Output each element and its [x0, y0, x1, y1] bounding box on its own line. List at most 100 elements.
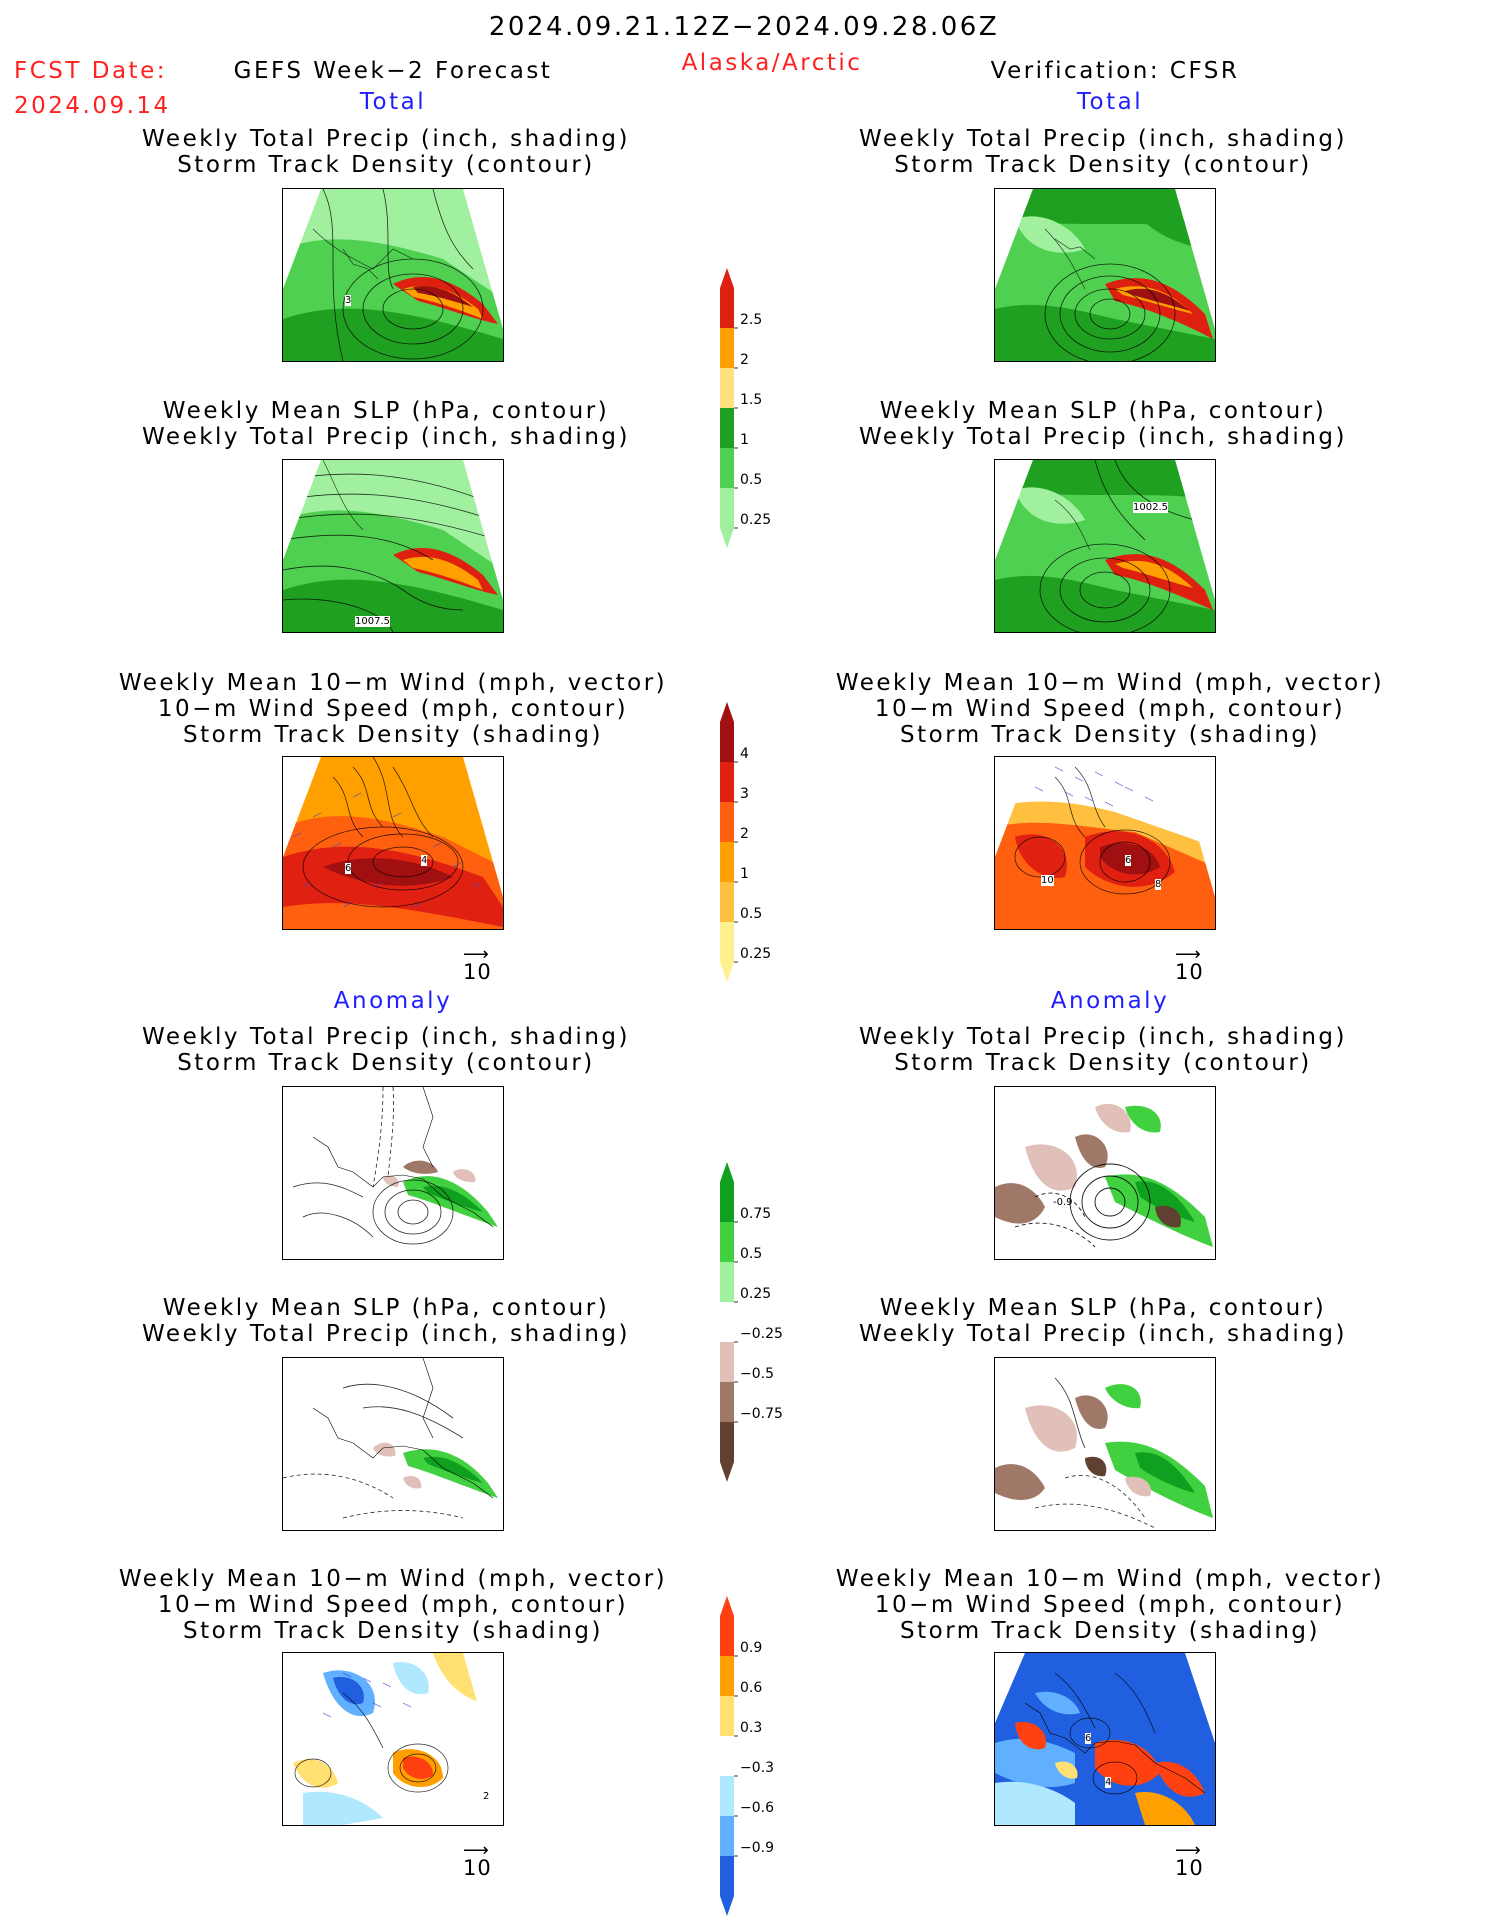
section-total-left: Total	[359, 89, 427, 115]
colorbar-tick-label: −0.6	[740, 1800, 774, 1816]
colorbar-segment	[720, 1382, 734, 1422]
colorbar-segment	[720, 802, 734, 842]
colorbar-graphic: 0.75 0.5 0.25 −0.25 −0.5 −0.75	[720, 1162, 783, 1482]
colorbar-segment	[720, 1736, 734, 1776]
colorbar-tick-label: 0.6	[740, 1680, 762, 1696]
title-fcst-anom-wind-track: Weekly Mean 10−m Wind (mph, vector) 10−m …	[118, 1566, 668, 1644]
colorbar-cap-top	[720, 702, 734, 722]
colorbar-cap-bottom	[720, 528, 734, 548]
contour-label: 10	[1041, 875, 1054, 886]
title-verif-anom-precip-track: Weekly Total Precip (inch, shading) Storm…	[859, 1024, 1347, 1076]
arrow-right-icon: ⟶	[1175, 944, 1202, 965]
colorbar-segment	[720, 1616, 734, 1656]
colorbar-segment	[720, 488, 734, 528]
map-fcst-anom-precip-track	[282, 1086, 504, 1260]
colorbar-tick-label: −0.5	[740, 1366, 774, 1382]
colorbar-tick-label: 2.5	[740, 312, 762, 328]
section-anomaly-left: Anomaly	[333, 988, 453, 1014]
colorbar-cap-top	[720, 1162, 734, 1182]
colorbar-tick-label: −0.9	[740, 1840, 774, 1856]
colorbar-segment	[720, 1776, 734, 1816]
colorbar-tick-label: 0.5	[740, 472, 762, 488]
colorbar-tick-label: 0.25	[740, 512, 771, 528]
colorbar-graphic: 4 3 2 1 0.5 0.25	[720, 702, 771, 982]
title-verif-wind-track: Weekly Mean 10−m Wind (mph, vector) 10−m …	[835, 670, 1385, 748]
vector-key-fcst-anom: ⟶ 10	[463, 1840, 492, 1881]
map-fcst-anom-wind-track: 2	[282, 1652, 504, 1826]
title-fcst-anom-precip-track: Weekly Total Precip (inch, shading) Storm…	[142, 1024, 630, 1076]
colorbar-tick-label: 0.5	[740, 906, 762, 922]
arrow-right-icon: ⟶	[1175, 1840, 1202, 1861]
map-fcst-precip-track: 3	[282, 188, 504, 362]
map-verif-wind-track: 10 6 8	[994, 756, 1216, 930]
forecast-period: 2024.09.21.12Z−2024.09.28.06Z	[488, 12, 1000, 42]
map-verif-anom-wind-track: 6 4	[994, 1652, 1216, 1826]
model-title: GEFS Week−2 Forecast	[233, 58, 553, 84]
colorbar-cap-top	[720, 1596, 734, 1616]
contour-label: 1007.5	[355, 616, 390, 627]
colorbar-segment	[720, 408, 734, 448]
colorbar-segment	[720, 1656, 734, 1696]
colorbar-segment	[720, 1302, 734, 1342]
colorbar-segment	[720, 1182, 734, 1222]
title-fcst-precip-track: Weekly Total Precip (inch, shading) Storm…	[142, 126, 630, 178]
colorbar-tick-label: 3	[740, 786, 749, 802]
vector-key-verif-anom: ⟶ 10	[1175, 1840, 1204, 1881]
colorbar-segment	[720, 1262, 734, 1302]
contour-label: 6	[345, 863, 352, 874]
map-fcst-anom-slp-precip	[282, 1357, 504, 1531]
map-verif-anom-precip-track: -0.9	[994, 1086, 1216, 1260]
colorbar-segment	[720, 448, 734, 488]
colorbar-tick-label: 1.5	[740, 392, 762, 408]
colorbar-segment	[720, 1342, 734, 1382]
colorbar-segment	[720, 1856, 734, 1896]
colorbar-tick-label: −0.25	[740, 1326, 783, 1342]
colorbar-segment	[720, 1222, 734, 1262]
colorbar-tick-label: 4	[740, 746, 749, 762]
colorbar-precip-total: 2.5 2 1.5 1 0.5 0.25	[720, 268, 800, 552]
map-fcst-wind-track: 6 4	[282, 756, 504, 930]
contour-label: 6	[1085, 1733, 1092, 1744]
title-fcst-slp-precip: Weekly Mean SLP (hPa, contour) Weekly Tot…	[142, 398, 630, 450]
map-verif-slp-precip: 1002.5	[994, 459, 1216, 633]
contour-label: -0.9	[1053, 1197, 1073, 1208]
verification-title: Verification: CFSR	[990, 58, 1240, 84]
contour-label: 4	[1105, 1777, 1112, 1788]
contour-label: 2	[483, 1791, 490, 1802]
colorbar-tick-label: 0.9	[740, 1640, 762, 1656]
contour-label: 1002.5	[1133, 502, 1168, 513]
colorbar-tick-label: 1	[740, 866, 749, 882]
map-fcst-slp-precip: 1007.5	[282, 459, 504, 633]
colorbar-tick-label: 2	[740, 352, 749, 368]
section-total-right: Total	[1076, 89, 1144, 115]
vector-key-fcst-total: ⟶ 10	[463, 944, 492, 985]
colorbar-graphic: 2.5 2 1.5 1 0.5 0.25	[720, 268, 771, 548]
colorbar-segment	[720, 328, 734, 368]
colorbar-cap-bottom	[720, 1896, 734, 1916]
colorbar-tick-label: 1	[740, 432, 749, 448]
fcst-date-label: FCST Date:	[14, 58, 167, 84]
map-verif-precip-track	[994, 188, 1216, 362]
contour-label: 6	[1125, 855, 1132, 866]
contour-label: 3	[345, 295, 352, 306]
colorbar-track-anom: 0.9 0.6 0.3 −0.3 −0.6 −0.9	[720, 1596, 800, 1920]
colorbar-tick-label: 0.75	[740, 1206, 771, 1222]
section-anomaly-right: Anomaly	[1050, 988, 1170, 1014]
arrow-right-icon: ⟶	[463, 1840, 490, 1861]
colorbar-cap-bottom	[720, 1462, 734, 1482]
colorbar-tick-label: 2	[740, 826, 749, 842]
colorbar-track-total: 4 3 2 1 0.5 0.25	[720, 702, 800, 986]
colorbar-cap-bottom	[720, 962, 734, 982]
fcst-date-value: 2024.09.14	[14, 93, 171, 119]
colorbar-cap-top	[720, 268, 734, 288]
colorbar-graphic: 0.9 0.6 0.3 −0.3 −0.6 −0.9	[720, 1596, 774, 1916]
contour-label: 8	[1155, 879, 1162, 890]
colorbar-tick-label: 0.5	[740, 1246, 762, 1262]
colorbar-tick-label: 0.3	[740, 1720, 762, 1736]
title-fcst-wind-track: Weekly Mean 10−m Wind (mph, vector) 10−m …	[118, 670, 668, 748]
colorbar-segment	[720, 922, 734, 962]
title-verif-anom-slp-precip: Weekly Mean SLP (hPa, contour) Weekly Tot…	[859, 1295, 1347, 1347]
colorbar-precip-anom: 0.75 0.5 0.25 −0.25 −0.5 −0.75	[720, 1162, 800, 1486]
colorbar-segment	[720, 882, 734, 922]
colorbar-segment	[720, 762, 734, 802]
